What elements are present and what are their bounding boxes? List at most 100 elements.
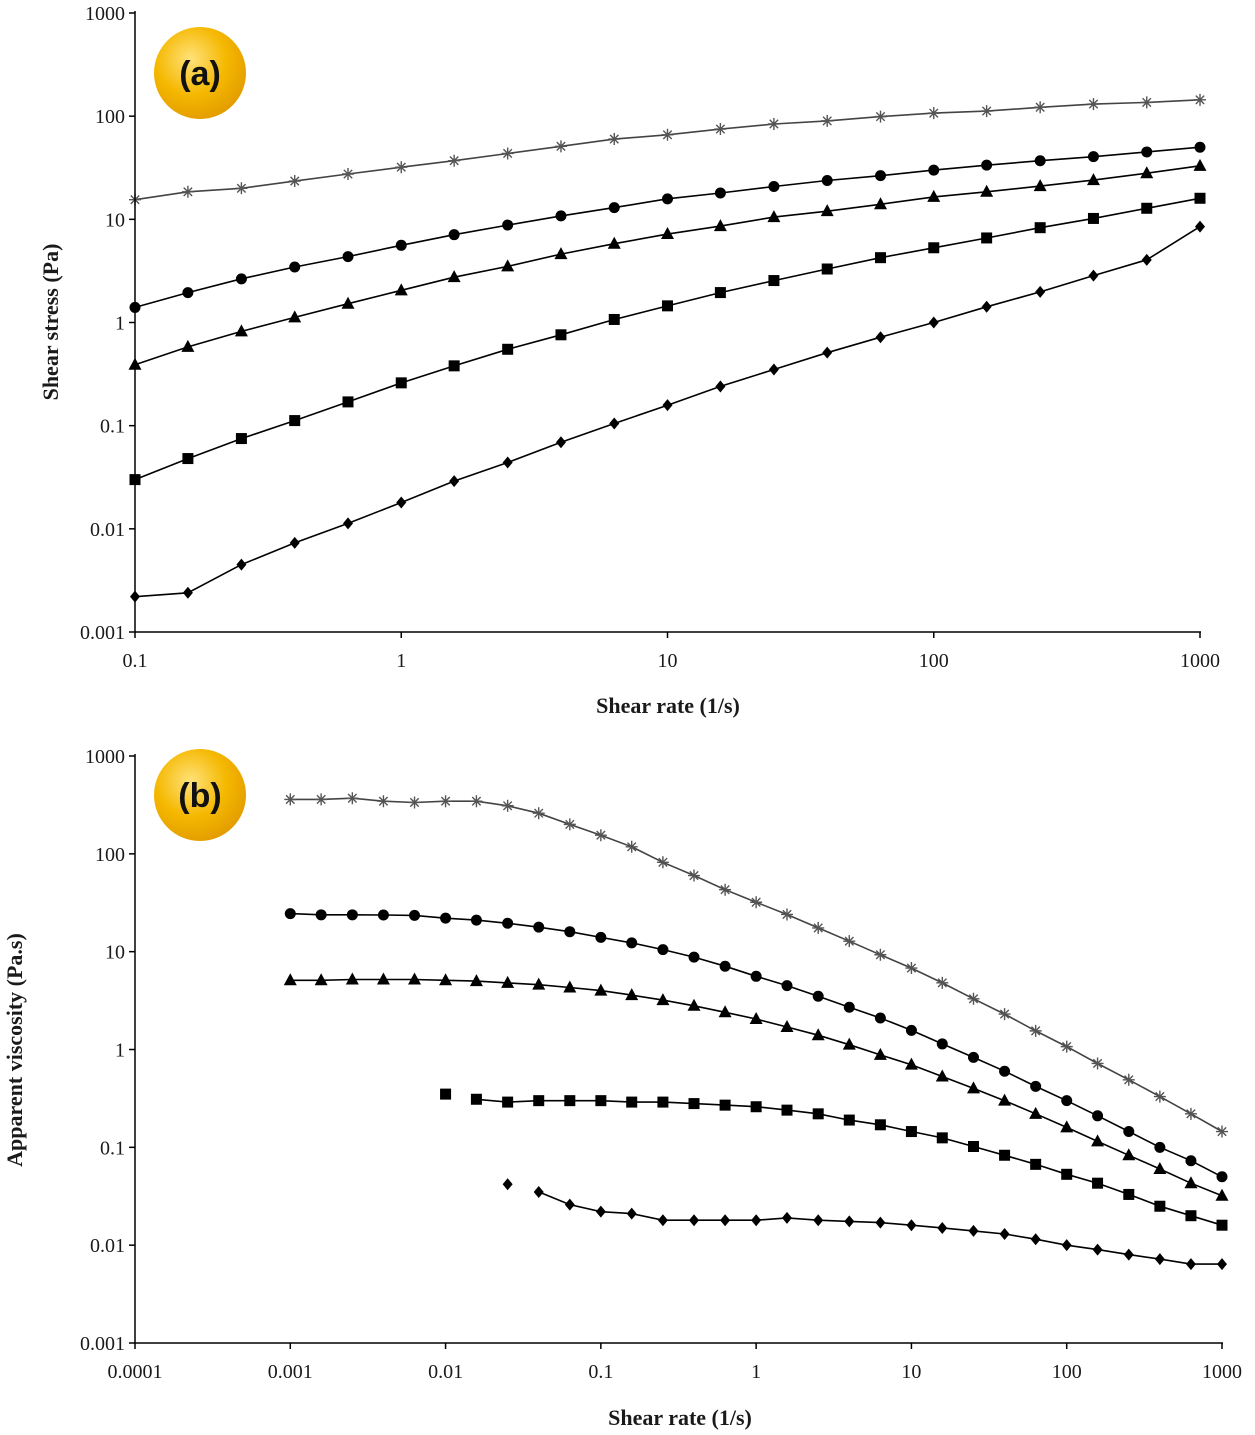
- panel-a-point-asterisk: [395, 161, 408, 174]
- panel-a-point-diamond: [236, 558, 247, 571]
- panel-b-point-asterisk: [967, 992, 980, 1005]
- panel-b-point-triangle: [376, 972, 390, 985]
- panel-a-point-square: [714, 287, 726, 299]
- panel-a-point-circle: [768, 181, 780, 193]
- panel-b-point-triangle: [998, 1093, 1012, 1106]
- panel-b-point-asterisk: [1153, 1090, 1166, 1103]
- panel-a-point-square: [1194, 192, 1206, 204]
- panel-a-point-diamond: [822, 346, 833, 359]
- panel-b-point-triangle: [625, 988, 639, 1001]
- panel-a-point-triangle: [394, 283, 408, 296]
- panel-a-point-triangle: [980, 184, 994, 197]
- panel-b-y-tick-label: 1000: [85, 746, 125, 768]
- panel-a-point-asterisk: [1194, 93, 1206, 106]
- panel-b-point-circle: [812, 990, 824, 1002]
- panel-b-point-circle: [470, 914, 482, 926]
- panel-a-point-square: [182, 453, 194, 465]
- panel-a-point-triangle: [767, 210, 781, 223]
- panel-b-point-circle: [999, 1065, 1011, 1077]
- panel-b-point-square: [905, 1126, 917, 1138]
- panel-a-y-tick-label: 0.1: [100, 416, 125, 438]
- panel-b-x-tick-label: 1000: [1202, 1361, 1242, 1383]
- panel-a-point-asterisk: [927, 107, 940, 120]
- panel-b-point-asterisk: [843, 935, 856, 948]
- panel-b-point-diamond: [502, 1178, 513, 1191]
- panel-b-point-triangle: [532, 977, 546, 990]
- panel-b-point-triangle: [1029, 1106, 1043, 1119]
- panel-a-point-asterisk: [235, 182, 248, 195]
- panel-a-point-diamond: [928, 316, 939, 329]
- panel-b-point-square: [719, 1099, 731, 1111]
- panel-b-point-asterisk: [1091, 1057, 1104, 1070]
- panel-b-axes: 0.001 0.01 0.1 1 10 100 1000 0.0001 0.001 0.01 0.1…: [80, 746, 1242, 1383]
- panel-a-point-diamond: [502, 456, 513, 469]
- panel-b-point-circle: [1092, 1110, 1104, 1122]
- panel-b-point-circle: [936, 1038, 948, 1050]
- panel-a-point-square: [821, 263, 833, 275]
- panel-a-point-diamond: [289, 536, 300, 549]
- panel-b-point-asterisk: [284, 793, 297, 806]
- panel-b-point-circle: [905, 1024, 917, 1036]
- panel-b-point-diamond: [595, 1205, 606, 1218]
- panel-a-point-asterisk: [1087, 98, 1100, 111]
- panel-a-point-asterisk: [608, 133, 621, 146]
- panel-b-point-square: [470, 1093, 482, 1105]
- panel-a-point-asterisk: [288, 175, 301, 188]
- panel-a-point-asterisk: [342, 168, 355, 181]
- panel-a-point-asterisk: [1034, 101, 1047, 114]
- panel-b-point-circle: [502, 917, 514, 929]
- panel-a-point-diamond: [182, 586, 193, 599]
- panel-b-point-diamond: [533, 1185, 544, 1198]
- panel-a-point-triangle: [234, 324, 248, 337]
- panel-b-point-asterisk: [688, 869, 701, 882]
- panel-b-point-triangle: [842, 1037, 856, 1050]
- panel-b-point-square: [999, 1149, 1011, 1161]
- panel-a-point-square: [928, 242, 940, 254]
- panel-a-point-asterisk: [448, 154, 461, 167]
- panel-a-series-square-line: [134, 197, 1201, 481]
- panel-b-point-asterisk: [874, 948, 887, 961]
- panel-a-point-triangle: [661, 227, 674, 240]
- panel-b-y-tick-label: 0.01: [90, 1235, 125, 1257]
- panel-b-point-circle: [533, 921, 545, 933]
- panel-b-point-circle: [1185, 1155, 1197, 1167]
- panel-a-series-diamond: [130, 220, 1205, 603]
- panel-a-y-tick-label: 10: [105, 209, 125, 231]
- panel-a-point-square: [875, 252, 887, 264]
- panel-a-axes: 0.001 0.01 0.1 1 10 100 1000 0.1 1 10 100 1000: [80, 3, 1220, 672]
- panel-b-series-diamond: [502, 1178, 1227, 1271]
- panel-b-point-square: [812, 1108, 824, 1120]
- panel-a-point-triangle: [1193, 158, 1207, 171]
- panel-b-apparent-viscosity-chart: 0.001 0.01 0.1 1 10 100 1000 0.0001 0.001 0.01 0.1…: [2, 746, 1242, 1430]
- panel-b-point-square: [967, 1140, 979, 1152]
- panel-b-point-diamond: [689, 1214, 700, 1227]
- panel-b-point-triangle: [1060, 1120, 1074, 1133]
- panel-a-point-diamond: [768, 363, 779, 376]
- panel-a-point-square: [662, 300, 673, 312]
- panel-a-point-asterisk: [1140, 96, 1153, 109]
- panel-a-point-diamond: [449, 475, 460, 488]
- panel-b-label: (b): [178, 777, 221, 815]
- panel-b-point-triangle: [656, 993, 670, 1006]
- panel-b-point-asterisk: [936, 976, 949, 989]
- panel-b-point-square: [502, 1096, 514, 1108]
- panel-b-point-diamond: [781, 1211, 792, 1224]
- panel-a-point-circle: [875, 170, 887, 182]
- panel-a-point-diamond: [715, 380, 726, 393]
- panel-b-point-diamond: [1185, 1258, 1196, 1271]
- panel-b-point-square: [564, 1095, 576, 1107]
- panel-b-series-triangle: [283, 972, 1229, 1201]
- panel-a-point-diamond: [981, 300, 992, 313]
- panel-b-point-triangle: [904, 1057, 918, 1070]
- panel-a-point-square: [768, 275, 780, 287]
- panel-a-label: (a): [179, 55, 221, 93]
- panel-a-point-square: [1034, 222, 1046, 234]
- panel-b-point-asterisk: [1184, 1107, 1197, 1120]
- panel-a-point-triangle: [1033, 179, 1047, 192]
- panel-a-point-diamond: [609, 417, 620, 430]
- panel-b-point-triangle: [1122, 1148, 1136, 1161]
- panel-b-point-asterisk: [998, 1008, 1011, 1021]
- panel-b-point-circle: [1154, 1141, 1166, 1153]
- panel-b-y-tick-label: 100: [95, 844, 125, 866]
